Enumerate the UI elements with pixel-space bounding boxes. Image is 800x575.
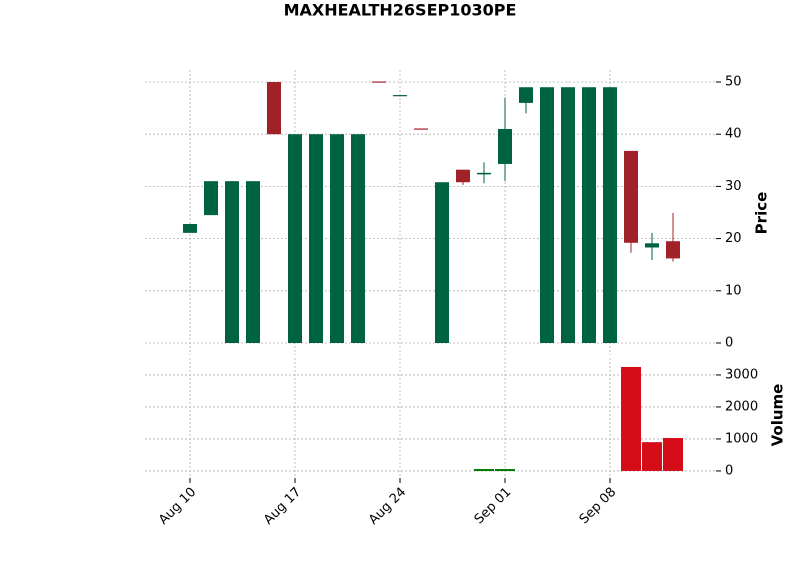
volume-bar	[495, 469, 515, 472]
candle-body	[183, 223, 197, 233]
candle-body	[267, 82, 281, 135]
candle-body	[540, 87, 554, 343]
y-tick-label: 40	[725, 127, 742, 142]
x-tick-label: Sep 08	[577, 485, 620, 528]
y-tick-label: 50	[725, 75, 742, 90]
chart-title: MAXHEALTH26SEP1030PE	[284, 1, 517, 20]
volume-bar	[663, 438, 683, 471]
candle-body	[414, 128, 428, 130]
candle-body	[561, 87, 575, 343]
candle-body	[582, 87, 596, 343]
candle-body	[330, 134, 344, 343]
volume-bar	[474, 469, 494, 472]
y-axis-label: Price	[753, 192, 771, 235]
x-tick-label: Sep 01	[472, 485, 515, 528]
x-tick-label: Aug 17	[261, 485, 304, 528]
y-tick-label: 0	[725, 335, 733, 350]
candle-body	[498, 128, 512, 164]
volume-tick-label: 2000	[725, 399, 758, 414]
volume-tick-label: 3000	[725, 367, 758, 382]
candle-body	[477, 172, 491, 175]
candle-body	[393, 95, 407, 97]
candle-body	[435, 182, 449, 343]
volume-tick-label: 0	[725, 463, 733, 478]
volume-bar	[621, 366, 641, 471]
volume-bar	[642, 442, 662, 471]
x-tick-label: Aug 24	[366, 485, 409, 528]
candle-body	[603, 87, 617, 343]
y-tick-label: 10	[725, 283, 742, 298]
candle-body	[666, 241, 680, 259]
candle-body	[624, 150, 638, 243]
candle-body	[351, 134, 365, 343]
candle-body	[225, 181, 239, 343]
candle-body	[519, 87, 533, 103]
candle-body	[372, 81, 386, 83]
candle-body	[288, 134, 302, 343]
y-tick-label: 30	[725, 179, 742, 194]
candle-body	[645, 243, 659, 248]
candle-body	[309, 134, 323, 343]
candle-body	[204, 181, 218, 216]
y-tick-label: 20	[725, 231, 742, 246]
candle-body	[246, 181, 260, 343]
volume-tick-label: 1000	[725, 431, 758, 446]
volume-axis-label: Volume	[769, 384, 787, 447]
candle-body	[456, 169, 470, 183]
x-tick-label: Aug 10	[156, 485, 199, 528]
